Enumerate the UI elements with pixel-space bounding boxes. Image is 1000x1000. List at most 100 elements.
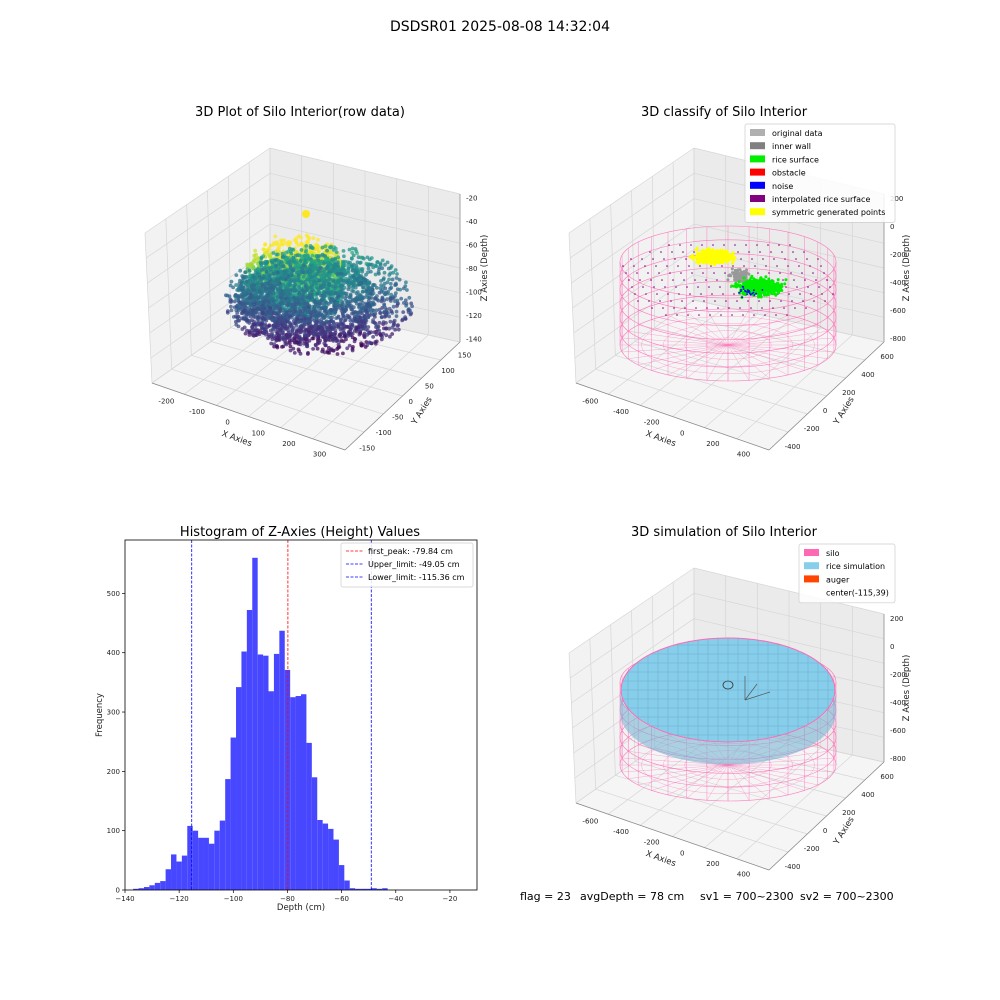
interpolated-point: [647, 272, 649, 274]
raw-point: [336, 345, 341, 350]
interpolated-point: [783, 307, 785, 309]
raw-point: [236, 318, 240, 323]
raw-point: [286, 243, 291, 248]
raw-point: [351, 274, 355, 279]
raw-point: [278, 265, 283, 270]
raw-point: [360, 324, 365, 329]
interpolated-point: [823, 272, 825, 274]
raw-point: [317, 278, 322, 283]
interpolated-point: [667, 293, 669, 295]
inner-wall-point: [732, 272, 736, 276]
interpolated-point: [809, 265, 811, 267]
raw-point: [373, 296, 377, 301]
raw-point: [346, 331, 351, 336]
raw-point: [374, 339, 379, 344]
interpolated-point: [799, 293, 801, 295]
interpolated-point: [634, 293, 636, 295]
raw-point: [336, 255, 341, 260]
raw-point: [278, 315, 283, 320]
interpolated-point: [705, 279, 707, 281]
raw-point: [269, 308, 273, 312]
raw-point: [251, 333, 255, 337]
interpolated-point: [792, 251, 794, 253]
interpolated-point: [703, 300, 705, 302]
raw-point: [285, 302, 290, 307]
raw-point: [354, 329, 359, 334]
raw-point: [387, 277, 391, 282]
raw-point: [312, 313, 317, 317]
raw-point: [256, 281, 260, 286]
interpolated-point: [688, 265, 690, 267]
raw-point: [303, 260, 307, 265]
interpolated-point: [785, 286, 787, 288]
raw-point: [292, 351, 297, 355]
raw-point: [363, 278, 368, 282]
raw-point: [404, 280, 408, 285]
inner-wall-point: [733, 278, 737, 282]
raw-point: [383, 292, 387, 296]
raw-point: [367, 280, 372, 285]
interpolated-point: [642, 286, 644, 288]
raw-point: [378, 262, 383, 267]
raw-point: [332, 305, 336, 309]
raw-point: [298, 328, 302, 333]
raw-point: [325, 287, 330, 292]
raw-point: [383, 286, 388, 291]
raw-point: [243, 270, 248, 274]
interpolated-point: [764, 314, 766, 316]
symmetric-point: [726, 258, 730, 261]
raw-point: [331, 322, 336, 327]
rice-surface-point: [764, 275, 768, 279]
raw-point: [326, 345, 331, 350]
raw-point: [410, 304, 414, 309]
interpolated-point: [725, 300, 727, 302]
raw-point: [253, 248, 258, 253]
raw-point: [354, 249, 359, 254]
interpolated-point: [717, 307, 719, 309]
symmetric-point: [731, 251, 735, 255]
interpolated-point: [739, 307, 741, 309]
interpolated-point: [750, 307, 752, 309]
raw-point: [358, 267, 362, 271]
raw-point: [247, 268, 252, 273]
interpolated-point: [651, 307, 653, 309]
raw-point: [316, 334, 320, 339]
interpolated-point: [716, 279, 718, 281]
raw-point: [310, 288, 315, 293]
raw-point: [273, 284, 278, 289]
raw-point: [297, 294, 302, 299]
raw-point: [319, 321, 323, 326]
interpolated-point: [668, 244, 670, 246]
raw-point: [330, 291, 334, 296]
raw-point: [251, 288, 255, 292]
raw-point: [333, 281, 338, 285]
raw-point: [405, 288, 409, 292]
interpolated-point: [675, 286, 677, 288]
raw-point: [304, 327, 309, 332]
raw-point: [268, 328, 273, 333]
raw-point: [341, 249, 346, 253]
raw-point: [271, 271, 275, 276]
raw-y-tick: -50: [392, 413, 403, 421]
interpolated-point: [795, 258, 797, 260]
raw-x-tick: 200: [282, 440, 295, 448]
interpolated-point: [648, 300, 650, 302]
raw-point: [316, 237, 320, 242]
raw-point: [365, 332, 370, 337]
raw-point: [296, 243, 301, 248]
raw-point: [380, 258, 385, 263]
raw-point: [338, 327, 343, 332]
raw-point: [320, 347, 325, 352]
raw-point: [323, 244, 328, 249]
raw-point: [254, 252, 258, 257]
raw-point: [279, 289, 284, 294]
interpolated-point: [794, 307, 796, 309]
interpolated-point: [787, 265, 789, 267]
raw-point: [286, 274, 291, 279]
raw-point: [280, 292, 284, 297]
raw-point: [280, 335, 284, 340]
raw-point: [357, 292, 362, 297]
raw-point: [311, 310, 315, 314]
interpolated-point: [661, 279, 663, 281]
raw-point: [337, 281, 342, 285]
